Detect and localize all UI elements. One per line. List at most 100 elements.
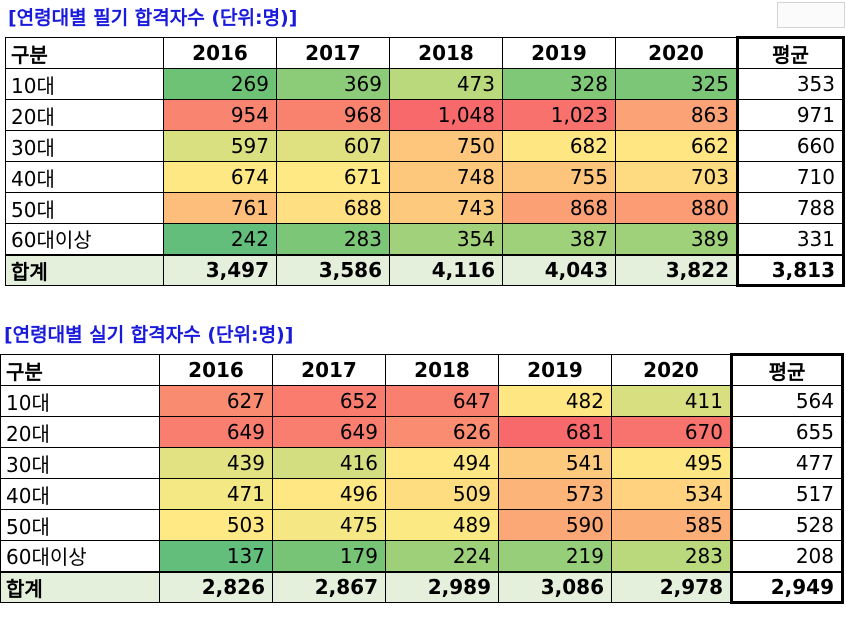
value-cell: 761 (163, 192, 277, 224)
average-cell: 971 (736, 99, 845, 131)
column-header: 구분 (0, 354, 160, 386)
value-cell: 688 (276, 192, 390, 224)
value-cell: 607 (276, 130, 390, 162)
table-row: 20대 649 649 626 681 670 655 (0, 416, 844, 448)
value-cell: 387 (502, 223, 616, 255)
value-cell: 1,048 (389, 99, 503, 131)
total-cell: 3,497 (163, 253, 277, 286)
row-label: 30대 (0, 447, 160, 479)
average-cell: 331 (736, 223, 845, 255)
value-cell: 868 (502, 192, 616, 224)
value-cell: 489 (385, 509, 499, 541)
average-cell: 655 (730, 416, 844, 448)
value-cell: 573 (498, 478, 612, 510)
value-cell: 389 (615, 223, 738, 255)
row-label: 10대 (5, 68, 164, 100)
value-cell: 411 (611, 385, 732, 417)
value-cell: 503 (159, 509, 273, 541)
total-average-cell: 2,949 (730, 570, 844, 604)
value-cell: 585 (611, 509, 732, 541)
average-cell: 564 (730, 385, 844, 417)
value-cell: 590 (498, 509, 612, 541)
value-cell: 968 (276, 99, 390, 131)
value-cell: 475 (272, 509, 386, 541)
value-cell: 652 (272, 385, 386, 417)
value-cell: 627 (159, 385, 273, 417)
value-cell: 325 (615, 68, 738, 100)
total-cell: 4,116 (389, 253, 503, 286)
value-cell: 750 (389, 130, 503, 162)
average-cell: 477 (730, 447, 844, 479)
column-header: 2019 (498, 354, 612, 386)
row-label: 40대 (0, 478, 160, 510)
total-label: 합계 (5, 253, 164, 286)
table-row: 60대이상 137 179 224 219 283 208 (0, 540, 844, 572)
value-cell: 219 (498, 540, 612, 572)
row-label: 60대이상 (0, 540, 160, 572)
value-cell: 597 (163, 130, 277, 162)
value-cell: 1,023 (502, 99, 616, 131)
row-label: 10대 (0, 385, 160, 417)
table-row: 50대 761 688 743 868 880 788 (5, 192, 845, 224)
average-cell: 353 (736, 68, 845, 100)
value-cell: 541 (498, 447, 612, 479)
value-cell: 954 (163, 99, 277, 131)
column-header: 2017 (276, 37, 390, 69)
value-cell: 682 (502, 130, 616, 162)
table-row: 40대 471 496 509 573 534 517 (0, 478, 844, 510)
value-cell: 681 (498, 416, 612, 448)
row-label: 30대 (5, 130, 164, 162)
value-cell: 662 (615, 130, 738, 162)
value-cell: 369 (276, 68, 390, 100)
total-average-cell: 3,813 (736, 253, 845, 287)
average-cell: 208 (730, 540, 844, 572)
column-header: 2017 (272, 354, 386, 386)
table-row: 30대 439 416 494 541 495 477 (0, 447, 844, 479)
total-cell: 2,989 (385, 570, 499, 603)
value-cell: 471 (159, 478, 273, 510)
average-cell: 517 (730, 478, 844, 510)
header-row: 구분 2016 2017 2018 2019 2020 평균 (5, 36, 845, 69)
row-label: 50대 (5, 192, 164, 224)
value-cell: 495 (611, 447, 732, 479)
column-header: 2019 (502, 37, 616, 69)
corner-cell-box (777, 2, 845, 28)
row-label: 50대 (0, 509, 160, 541)
written-pass-table: 구분 2016 2017 2018 2019 2020 평균 10대 269 369 473 328 3… (5, 36, 845, 287)
header-row: 구분 2016 2017 2018 2019 2020 평균 (0, 353, 844, 386)
row-label: 40대 (5, 161, 164, 193)
value-cell: 242 (163, 223, 277, 255)
row-label: 20대 (0, 416, 160, 448)
value-cell: 509 (385, 478, 499, 510)
value-cell: 494 (385, 447, 499, 479)
value-cell: 224 (385, 540, 499, 572)
value-cell: 269 (163, 68, 277, 100)
table-2-title: [연령대별 실기 합격자수 (단위:명)] (4, 324, 294, 346)
value-cell: 416 (272, 447, 386, 479)
practical-pass-table: 구분 2016 2017 2018 2019 2020 평균 10대 627 652 647 482 4… (0, 353, 844, 604)
table-row: 20대 954 968 1,048 1,023 863 971 (5, 99, 845, 131)
average-cell: 660 (736, 130, 845, 162)
value-cell: 283 (276, 223, 390, 255)
table-1-title: [연령대별 필기 합격자수 (단위:명)] (8, 7, 298, 29)
value-cell: 748 (389, 161, 503, 193)
table-row: 60대이상 242 283 354 387 389 331 (5, 223, 845, 255)
value-cell: 671 (276, 161, 390, 193)
total-cell: 3,086 (498, 570, 612, 603)
value-cell: 439 (159, 447, 273, 479)
table-row: 10대 627 652 647 482 411 564 (0, 385, 844, 417)
column-header: 구분 (5, 37, 164, 69)
total-cell: 2,867 (272, 570, 386, 603)
value-cell: 755 (502, 161, 616, 193)
column-header: 평균 (730, 353, 844, 386)
value-cell: 863 (615, 99, 738, 131)
value-cell: 496 (272, 478, 386, 510)
total-cell: 4,043 (502, 253, 616, 286)
row-label: 60대이상 (5, 223, 164, 255)
column-header: 2018 (389, 37, 503, 69)
row-label: 20대 (5, 99, 164, 131)
value-cell: 647 (385, 385, 499, 417)
value-cell: 674 (163, 161, 277, 193)
column-header: 평균 (736, 36, 845, 69)
column-header: 2020 (615, 37, 738, 69)
